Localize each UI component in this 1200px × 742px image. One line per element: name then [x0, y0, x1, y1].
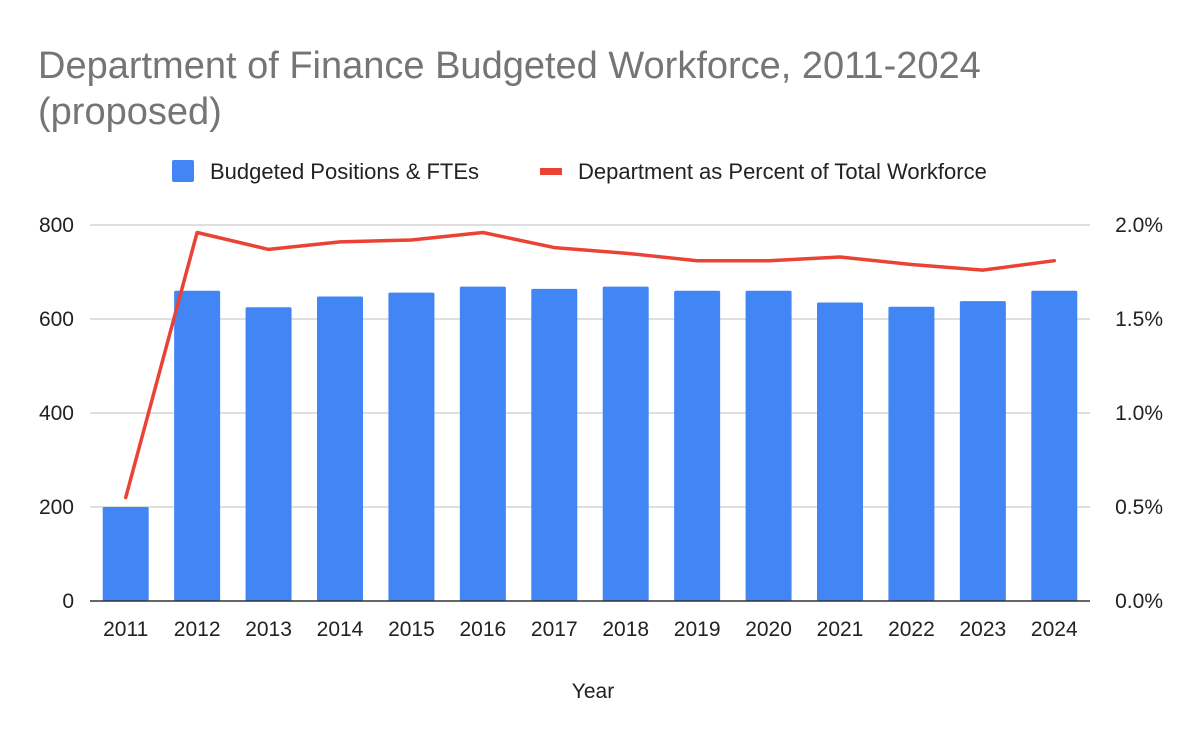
x-tick-label: 2019: [674, 618, 721, 641]
y-axis-left-ticks: 0 200 400 600 800: [39, 214, 74, 613]
bar-series: [102, 286, 1078, 601]
x-tick-label: 2015: [388, 618, 435, 641]
x-tick-label: 2017: [531, 618, 578, 641]
bar: [745, 290, 792, 601]
x-tick-label: 2022: [888, 618, 935, 641]
x-tick-label: 2014: [317, 618, 364, 641]
x-tick-label: 2018: [602, 618, 649, 641]
legend-line-label: Department as Percent of Total Workforce: [578, 159, 987, 184]
legend-bar-label: Budgeted Positions & FTEs: [210, 159, 479, 184]
legend-bar-swatch: [172, 160, 194, 182]
chart-title-line1: Department of Finance Budgeted Workforce…: [38, 45, 981, 87]
y-right-tick-label: 0.5%: [1115, 496, 1163, 519]
x-tick-label: 2021: [817, 618, 864, 641]
bar: [245, 307, 292, 601]
bar: [531, 288, 578, 601]
bar: [388, 292, 435, 601]
bar: [674, 290, 721, 601]
bar: [888, 306, 935, 601]
legend-line-swatch: [540, 168, 562, 175]
bar: [459, 286, 506, 601]
bar: [317, 296, 363, 601]
bar: [174, 290, 221, 601]
y-left-tick-label: 800: [39, 214, 74, 237]
x-tick-label: 2011: [103, 618, 148, 641]
bar: [817, 302, 863, 601]
x-tick-label: 2016: [459, 618, 506, 641]
bar: [102, 507, 149, 601]
x-tick-label: 2023: [959, 618, 1006, 641]
y-axis-right-ticks: 0.0% 0.5% 1.0% 1.5% 2.0%: [1115, 214, 1163, 613]
chart-title-line2: (proposed): [38, 91, 222, 133]
x-tick-label: 2012: [174, 618, 221, 641]
bar: [602, 286, 649, 601]
y-left-tick-label: 400: [39, 402, 74, 425]
legend: Budgeted Positions & FTEs Department as …: [172, 159, 987, 184]
y-left-tick-label: 200: [39, 496, 74, 519]
line-series: [123, 230, 1057, 500]
series-line: [123, 230, 1057, 500]
x-tick-label: 2013: [245, 618, 292, 641]
x-tick-label: 2020: [745, 618, 792, 641]
y-left-tick-label: 600: [39, 308, 74, 331]
y-right-tick-label: 2.0%: [1115, 214, 1163, 237]
bar: [1031, 290, 1078, 601]
x-tick-label: 2024: [1031, 618, 1078, 641]
x-axis-label: Year: [572, 680, 614, 703]
y-left-tick-label: 0: [62, 590, 74, 613]
y-right-tick-label: 1.5%: [1115, 308, 1163, 331]
y-right-tick-label: 1.0%: [1115, 402, 1163, 425]
y-right-tick-label: 0.0%: [1115, 590, 1163, 613]
bar: [959, 301, 1006, 601]
x-axis-ticks: 2011 2012 2013 2014 2015 2016 2017 2018 2019 2020…: [103, 618, 1078, 641]
